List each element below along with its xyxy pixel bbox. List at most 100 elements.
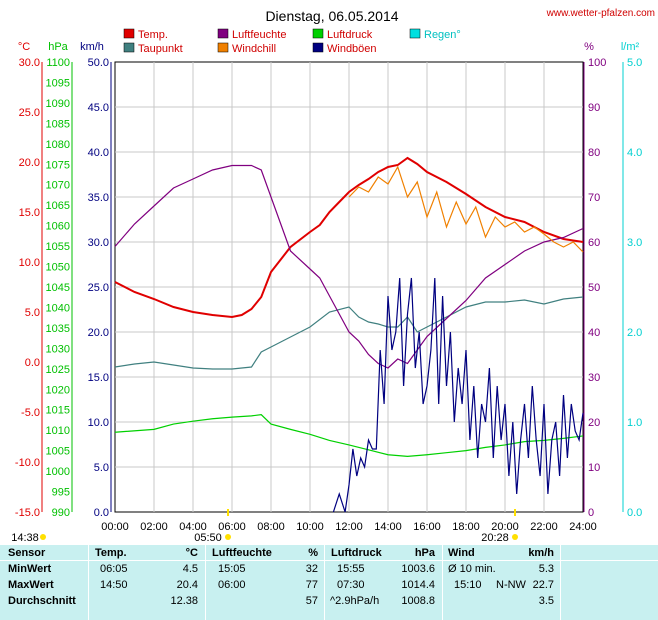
pressure-tick-label: 995 xyxy=(52,487,70,499)
temp-tick-label: -5.0 xyxy=(21,407,40,419)
humidity-tick-label: 90 xyxy=(588,102,600,114)
temp-tick-label: 5.0 xyxy=(25,307,40,319)
pressure-tick-label: 1085 xyxy=(46,118,70,130)
pressure-tick-label: 1050 xyxy=(46,262,70,274)
pressure-tick-label: 1090 xyxy=(46,98,70,110)
x-tick-label: 08:00 xyxy=(257,521,285,533)
x-tick-label: 16:00 xyxy=(413,521,441,533)
stats-hum-value: 32 xyxy=(305,563,318,575)
rain-tick-label: 4.0 xyxy=(627,147,642,159)
humidity-tick-label: 30 xyxy=(588,372,600,384)
legend-swatch xyxy=(217,42,229,53)
wind-tick-label: 20.0 xyxy=(88,327,109,339)
rain-axis-unit: l/m² xyxy=(621,41,640,53)
site-link[interactable]: www.wetter-pfalzen.com xyxy=(546,8,655,19)
sun-icon xyxy=(40,534,46,540)
stats-row-label: Durchschnitt xyxy=(8,595,76,607)
legend-label: Regen° xyxy=(424,29,461,41)
legend-label: Windböen xyxy=(327,43,377,55)
legend-swatch xyxy=(217,28,229,39)
x-tick-label: 24:00 xyxy=(569,521,597,533)
rain-tick-label: 0.0 xyxy=(627,507,642,519)
stats-temp-time: 06:05 xyxy=(100,563,128,575)
stats-wind-value: 3.5 xyxy=(538,595,554,607)
humidity-tick-label: 80 xyxy=(588,147,600,159)
pressure-tick-label: 1040 xyxy=(46,302,70,314)
x-tick-label: 22:00 xyxy=(530,521,558,533)
wind-tick-label: 35.0 xyxy=(88,192,109,204)
pressure-tick-label: 1070 xyxy=(46,180,70,192)
sun-markers: 14:38 05:50 20:28 xyxy=(11,509,518,544)
stats-temp-time: 14:50 xyxy=(100,579,128,591)
weather-chart: Dienstag, 06.05.2014 www.wetter-pfalzen.… xyxy=(11,8,655,544)
stats-temp-value: 4.5 xyxy=(182,563,198,575)
humidity-tick-label: 10 xyxy=(588,462,600,474)
pressure-tick-label: 990 xyxy=(52,507,70,519)
stats-row-label: MaxWert xyxy=(8,579,54,591)
stats-hum-value: 57 xyxy=(305,595,318,607)
axes: °C 30.0 25.0 20.0 15.0 10.0 5.0 0.0 -5.0 -10.0 -15… xyxy=(15,41,642,533)
wind-tick-label: 40.0 xyxy=(88,147,109,159)
series-line-taupunkt xyxy=(114,296,584,370)
pressure-axis-unit: hPa xyxy=(48,41,68,53)
temp-tick-label: 10.0 xyxy=(19,257,40,269)
series-lines xyxy=(114,156,584,513)
x-tick-label: 14:00 xyxy=(374,521,402,533)
stats-press-trend: ^2.9hPa/h xyxy=(330,595,380,607)
pressure-tick-label: 1065 xyxy=(46,200,70,212)
x-tick-label: 18:00 xyxy=(452,521,480,533)
sunrise-icon xyxy=(225,534,231,540)
pressure-tick-label: 1025 xyxy=(46,364,70,376)
chart-title: Dienstag, 06.05.2014 xyxy=(265,8,398,24)
humidity-tick-label: 20 xyxy=(588,417,600,429)
stats-header-sensor: Sensor xyxy=(8,547,46,559)
rain-tick-label: 2.0 xyxy=(627,327,642,339)
stats-press-time: 15:55 xyxy=(337,563,365,575)
x-tick-label: 10:00 xyxy=(296,521,324,533)
temp-tick-label: 20.0 xyxy=(19,157,40,169)
wind-tick-label: 5.0 xyxy=(94,462,109,474)
sunrise-label: 05:50 xyxy=(194,532,222,544)
pressure-tick-label: 1100 xyxy=(46,57,70,69)
legend-swatch xyxy=(312,28,324,39)
stats-header-humidity-unit: % xyxy=(308,547,318,559)
x-tick-label: 20:00 xyxy=(491,521,519,533)
daylight-label: 14:38 xyxy=(11,532,39,544)
x-tick-label: 06:00 xyxy=(218,521,246,533)
wind-tick-label: 15.0 xyxy=(88,372,109,384)
stats-hum-time: 06:00 xyxy=(218,579,246,591)
stats-wind-value: 22.7 xyxy=(532,579,554,591)
stats-press-time: 07:30 xyxy=(337,579,365,591)
legend: Temp. Luftfeuchte Luftdruck Regen° Taupunkt W… xyxy=(123,28,461,55)
stats-press-value: 1008.8 xyxy=(401,595,435,607)
wind-tick-label: 30.0 xyxy=(88,237,109,249)
temp-axis-unit: °C xyxy=(18,41,30,53)
rain-tick-label: 1.0 xyxy=(627,417,642,429)
pressure-tick-label: 1035 xyxy=(46,323,70,335)
x-tick-label: 04:00 xyxy=(179,521,207,533)
wind-tick-label: 25.0 xyxy=(88,282,109,294)
pressure-tick-label: 1080 xyxy=(46,139,70,151)
humidity-tick-label: 50 xyxy=(588,282,600,294)
stats-header-pressure: Luftdruck xyxy=(331,547,382,559)
wind-axis-unit: km/h xyxy=(80,41,104,53)
humidity-tick-label: 70 xyxy=(588,192,600,204)
temp-tick-label: -10.0 xyxy=(15,457,40,469)
temp-tick-label: 25.0 xyxy=(19,107,40,119)
series-line-temp- xyxy=(114,156,584,319)
stats-header-pressure-unit: hPa xyxy=(414,547,435,559)
stats-wind-desc: Ø 10 min. xyxy=(448,563,496,575)
humidity-tick-label: 60 xyxy=(588,237,600,249)
pressure-tick-label: 1010 xyxy=(46,425,70,437)
stats-wind-time: 15:10 xyxy=(454,579,482,591)
temp-tick-label: 30.0 xyxy=(19,57,40,69)
stats-header-wind-unit: km/h xyxy=(528,547,554,559)
sunset-label: 20:28 xyxy=(481,532,509,544)
pressure-tick-label: 1015 xyxy=(46,405,70,417)
wind-tick-label: 10.0 xyxy=(88,417,109,429)
sunset-icon xyxy=(512,534,518,540)
stats-row-label: MinWert xyxy=(8,563,52,575)
humidity-tick-label: 40 xyxy=(588,327,600,339)
stats-header-temp: Temp. xyxy=(95,547,127,559)
legend-label: Luftfeuchte xyxy=(232,29,286,41)
